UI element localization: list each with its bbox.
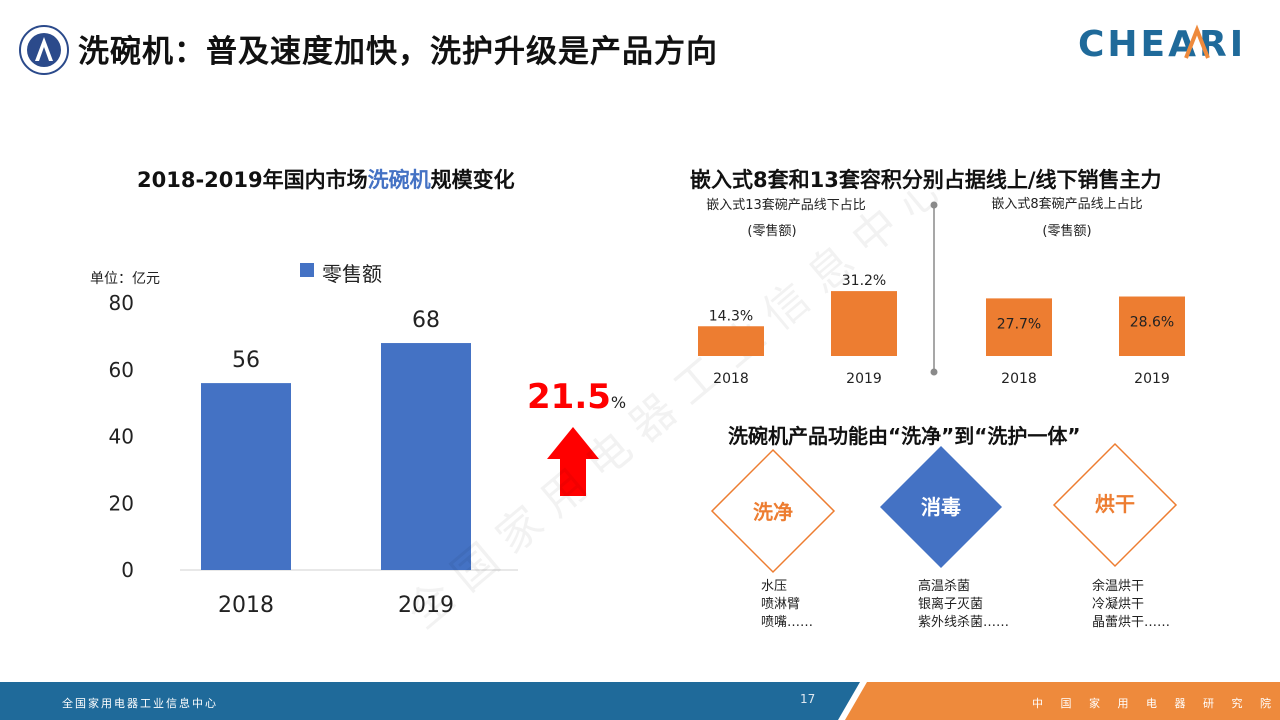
diamond-disinfect: 消毒 [880,446,1002,568]
footer-right-band [845,682,1280,720]
share-bar [1119,296,1185,356]
share-bar-charts: 嵌入式13套碗产品线下占比 (零售额) 嵌入式8套碗产品线上占比 (零售额) 1… [698,196,1185,387]
share-data-label: 27.7% [997,316,1041,332]
feature-item: 水压 [761,579,788,594]
x-tick-label: 2018 [218,593,274,618]
share-data-label: 14.3% [709,308,753,324]
footer-right-text: 中 国 家 用 电 器 研 究 院 [1032,697,1278,710]
diamond-wash: 洗净 [710,448,836,574]
feature-item: 冷凝烘干 [1092,597,1145,612]
feature-list-wash: 水压 喷淋臂 喷嘴…… [761,578,813,632]
retail-bar-chart: 零售额 0 20 40 60 80 56 2018 68 2019 [109,262,518,618]
online-share-subtitle: (零售额) [1042,223,1091,239]
legend-swatch [300,263,314,277]
bar [201,383,291,570]
diamond-disinfect-label: 消毒 [921,495,961,519]
divider-dot-top [930,201,938,209]
data-label: 68 [412,308,440,333]
footer-left-text: 全国家用电器工业信息中心 [62,697,218,710]
share-x-label: 2019 [846,371,882,387]
share-x-label: 2019 [1134,371,1170,387]
y-tick-label: 0 [121,558,134,582]
y-tick-label: 20 [109,491,134,515]
feature-item: 银离子灭菌 [918,597,984,612]
feature-item: 晶蕾烘干…… [1092,615,1171,630]
bar [381,343,471,570]
share-bar [698,326,764,356]
diamond-dry-label: 烘干 [1095,492,1135,516]
institute-logo [19,25,69,75]
right-top-title: 嵌入式8套和13套容积分别占据线上/线下销售主力 [690,168,1162,192]
share-bar [831,291,897,356]
y-tick-label: 40 [109,425,134,449]
left-chart-title: 2018-2019年国内市场洗碗机规模变化 [137,168,515,192]
feature-item: 紫外线杀菌…… [918,615,1010,630]
right-bottom-title: 洗碗机产品功能由“洗净”到“洗护一体” [728,424,1081,448]
page-number: 17 [800,692,816,706]
feature-item: 高温杀菌 [918,579,971,594]
page-title: 洗碗机：普及速度加快，洗护升级是产品方向 [78,34,718,70]
growth-value: 21.5% [527,377,627,417]
growth-up-arrow [547,427,599,496]
x-tick-label: 2019 [398,593,454,618]
share-data-label: 28.6% [1130,315,1174,331]
feature-item: 喷嘴…… [761,615,814,630]
cheari-logo-text: CHEARI [1078,24,1246,65]
diamond-wash-label: 洗净 [753,500,793,524]
cheari-logo: CHEARI [1078,24,1246,65]
share-x-label: 2018 [1001,371,1037,387]
online-share-title: 嵌入式8套碗产品线上占比 [991,196,1142,212]
legend-label: 零售额 [322,262,382,286]
share-bar [986,298,1052,356]
share-data-label: 31.2% [842,273,886,289]
y-tick-label: 80 [109,291,134,315]
offline-share-title: 嵌入式13套碗产品线下占比 [706,197,866,213]
data-label: 56 [232,348,260,373]
y-tick-label: 60 [109,358,134,382]
feature-item: 余温烘干 [1092,579,1145,594]
divider-dot-bottom [930,368,938,376]
offline-share-subtitle: (零售额) [747,223,796,239]
unit-label: 单位：亿元 [90,271,160,287]
footer-left-band [0,682,860,720]
share-x-label: 2018 [713,371,749,387]
feature-list-dry: 余温烘干 冷凝烘干 晶蕾烘干…… [1092,578,1170,632]
feature-list-disinfect: 高温杀菌 银离子灭菌 紫外线杀菌…… [918,578,1009,632]
feature-item: 喷淋臂 [761,597,801,612]
diamond-dry: 烘干 [1052,442,1178,568]
